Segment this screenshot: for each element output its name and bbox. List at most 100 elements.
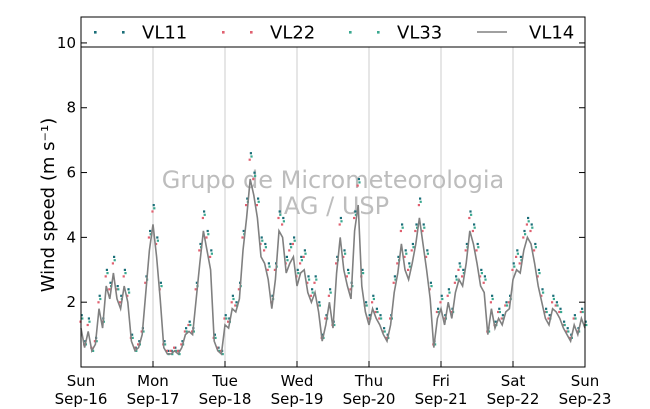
point-vl22 (450, 310, 453, 314)
point-vl11 (563, 320, 566, 323)
point-vl22 (504, 304, 507, 307)
point-vl22 (453, 281, 456, 284)
point-vl11 (440, 294, 443, 297)
point-vl11 (541, 288, 544, 291)
point-vl22 (425, 255, 428, 258)
point-vl11 (426, 249, 429, 252)
point-vl22 (392, 281, 395, 284)
point-vl22 (536, 275, 539, 278)
point-vl11 (206, 229, 209, 233)
point-vl22 (367, 317, 370, 320)
point-vl11 (559, 307, 562, 310)
point-vl33 (545, 310, 548, 314)
point-vl22 (414, 229, 417, 233)
point-vl33 (117, 288, 120, 291)
point-vl33 (290, 246, 293, 249)
point-vl22 (349, 288, 352, 291)
point-vl22 (554, 304, 557, 307)
point-vl33 (282, 220, 285, 223)
legend-label: VL14 (529, 23, 574, 44)
point-vl33 (423, 226, 426, 229)
point-vl33 (534, 246, 537, 249)
point-vl33 (560, 310, 563, 314)
point-vl11 (339, 216, 342, 220)
point-vl22 (306, 281, 309, 284)
point-vl22 (302, 255, 305, 258)
point-vl22 (464, 249, 467, 252)
point-vl22 (234, 304, 237, 307)
legend-entry-vl11: VL11 (94, 23, 187, 44)
x-tick-day: Thu (354, 372, 383, 390)
point-vl11 (372, 294, 375, 297)
point-vl33 (567, 330, 570, 333)
point-vl11 (566, 327, 569, 330)
point-vl22 (482, 281, 485, 284)
point-vl33 (160, 285, 163, 288)
point-vl22 (115, 288, 118, 291)
point-vl33 (527, 220, 530, 223)
point-vl11 (534, 242, 537, 246)
point-vl11 (501, 314, 504, 317)
point-vl33 (344, 252, 347, 255)
point-vl11 (149, 229, 152, 233)
point-vl11 (242, 229, 245, 233)
point-vl22 (241, 236, 244, 239)
point-vl22 (126, 294, 129, 297)
point-vl33 (408, 265, 411, 268)
point-vl22 (263, 249, 266, 252)
point-vl11 (455, 275, 458, 278)
x-tick-day: Wed (281, 372, 314, 390)
point-vl11 (289, 242, 292, 246)
point-vl11 (163, 340, 166, 343)
point-vl11 (138, 340, 141, 343)
point-vl22 (378, 317, 381, 320)
point-vl22 (252, 178, 255, 181)
point-vl11 (555, 301, 558, 304)
x-tick-date: Sep-18 (199, 390, 252, 408)
point-vl11 (203, 210, 206, 213)
y-tick-label: 6 (66, 164, 76, 182)
point-vl11 (105, 268, 108, 271)
point-vl22 (572, 317, 575, 320)
point-vl22 (461, 275, 464, 278)
point-vl33 (250, 155, 253, 158)
legend-swatch (222, 31, 225, 34)
point-vl22 (291, 242, 294, 246)
point-vl11 (329, 288, 332, 291)
point-vl33 (203, 213, 206, 216)
point-vl33 (430, 285, 433, 288)
point-vl22 (187, 323, 190, 327)
point-vl33 (99, 297, 102, 301)
x-tick-day: Tue (211, 372, 238, 390)
point-vl22 (518, 262, 521, 265)
point-vl33 (304, 252, 307, 255)
point-vl33 (311, 291, 314, 294)
point-vl33 (81, 317, 84, 320)
point-vl11 (235, 301, 238, 304)
point-vl11 (458, 262, 461, 265)
point-vl33 (401, 226, 404, 229)
point-vl11 (231, 294, 234, 297)
legend-swatch (94, 31, 97, 34)
point-vl22 (525, 223, 528, 226)
point-vl33 (164, 343, 167, 346)
point-vl22 (471, 229, 474, 233)
point-vl22 (479, 275, 482, 278)
point-vl22 (417, 204, 420, 207)
point-vl11 (217, 346, 220, 349)
x-tick-day: Fri (432, 372, 450, 390)
watermark: Grupo de Micrometeorologia IAG / USP (162, 166, 504, 220)
point-vl11 (188, 320, 191, 323)
x-tick-day: Mon (137, 372, 169, 390)
point-vl11 (156, 236, 159, 239)
point-vl33 (268, 265, 271, 268)
point-vl11 (325, 314, 328, 317)
point-vl33 (221, 353, 224, 356)
point-vl22 (529, 229, 532, 233)
point-vl22 (277, 216, 280, 220)
point-vl33 (513, 265, 516, 268)
point-vl33 (189, 323, 192, 327)
point-vl22 (173, 346, 176, 349)
point-vl33 (293, 239, 296, 242)
point-vl22 (543, 310, 546, 314)
